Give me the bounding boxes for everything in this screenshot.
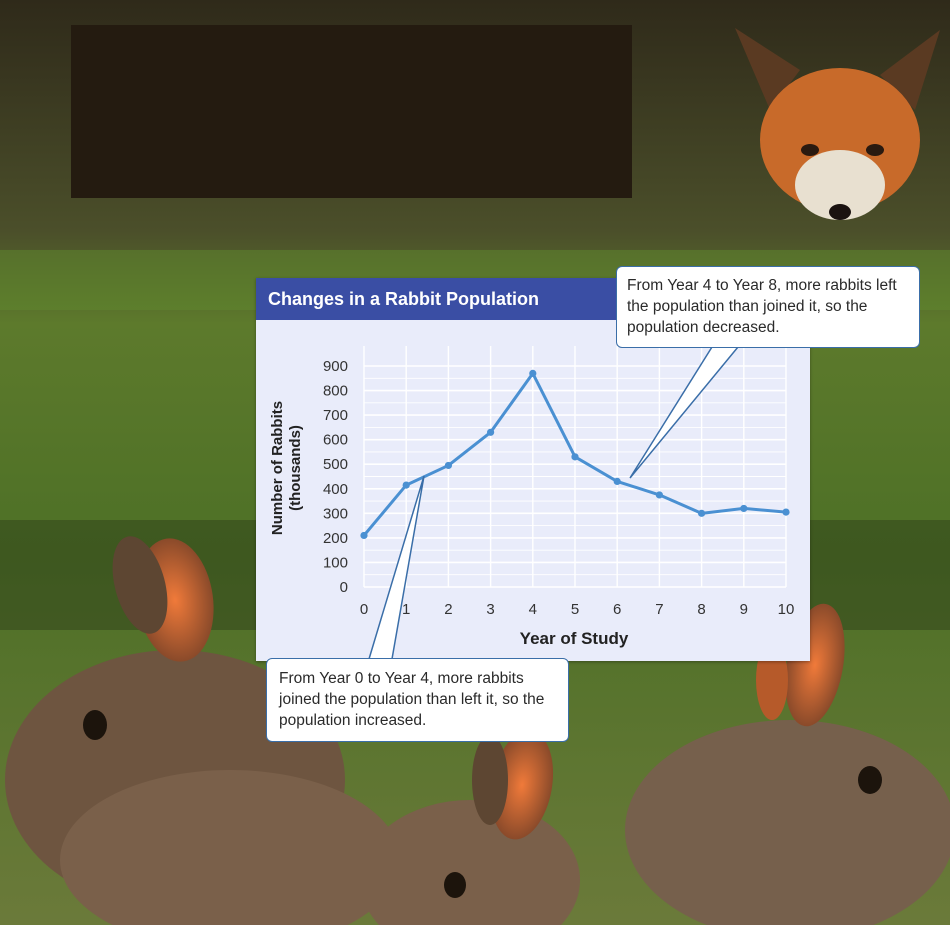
x-tick-label: 1	[402, 601, 410, 618]
callout-decrease: From Year 4 to Year 8, more rabbits left…	[616, 266, 920, 348]
x-tick-label: 9	[740, 601, 748, 618]
y-tick-label: 700	[323, 407, 348, 424]
data-point	[655, 491, 663, 499]
data-point	[487, 428, 495, 436]
data-point	[402, 481, 410, 489]
fox	[735, 28, 940, 220]
data-point	[571, 453, 579, 461]
y-tick-label: 900	[323, 358, 348, 375]
y-tick-label: 300	[323, 505, 348, 522]
data-point	[698, 509, 706, 517]
callout-increase: From Year 0 to Year 4, more rabbits join…	[266, 658, 569, 742]
y-axis-label: Number of Rabbits	[269, 401, 286, 535]
rabbit-middle	[360, 730, 580, 925]
chart-card: 0 100 200 300 400 500 600 700 800 900 0 1 2 3 4 5 6 7 8 9 10…	[256, 278, 810, 661]
y-tick-label: 500	[323, 456, 348, 473]
x-tick-label: 7	[655, 601, 663, 618]
x-axis-label: Year of Study	[520, 629, 629, 648]
data-point	[740, 504, 748, 513]
y-tick-label: 200	[323, 530, 348, 547]
gridlines	[363, 346, 787, 588]
data-point	[444, 461, 452, 470]
x-tick-label: 10	[778, 601, 795, 618]
y-tick-label: 600	[323, 432, 348, 449]
y-tick-label: 100	[323, 554, 348, 571]
x-tick-label: 5	[571, 601, 579, 618]
data-point	[613, 477, 621, 486]
x-tick-label: 4	[529, 601, 537, 618]
x-tick-label: 3	[486, 601, 494, 618]
y-tick-label: 800	[323, 383, 348, 400]
y-tick-label: 400	[323, 481, 348, 498]
y-axis-sublabel: (thousands)	[287, 425, 304, 511]
y-tick-label: 0	[340, 579, 348, 596]
data-point	[782, 508, 790, 516]
x-tick-label: 0	[360, 601, 368, 618]
data-point	[529, 369, 537, 377]
x-tick-label: 6	[613, 601, 621, 618]
tick-labels: 0 100 200 300 400 500 600 700 800 900 0 1 2 3 4 5 6 7 8 9 10	[323, 358, 794, 618]
rabbit-left	[5, 536, 400, 925]
image-overlay-box	[71, 25, 632, 198]
x-tick-label: 8	[697, 601, 705, 618]
data-point	[360, 531, 368, 540]
x-tick-label: 2	[444, 601, 452, 618]
